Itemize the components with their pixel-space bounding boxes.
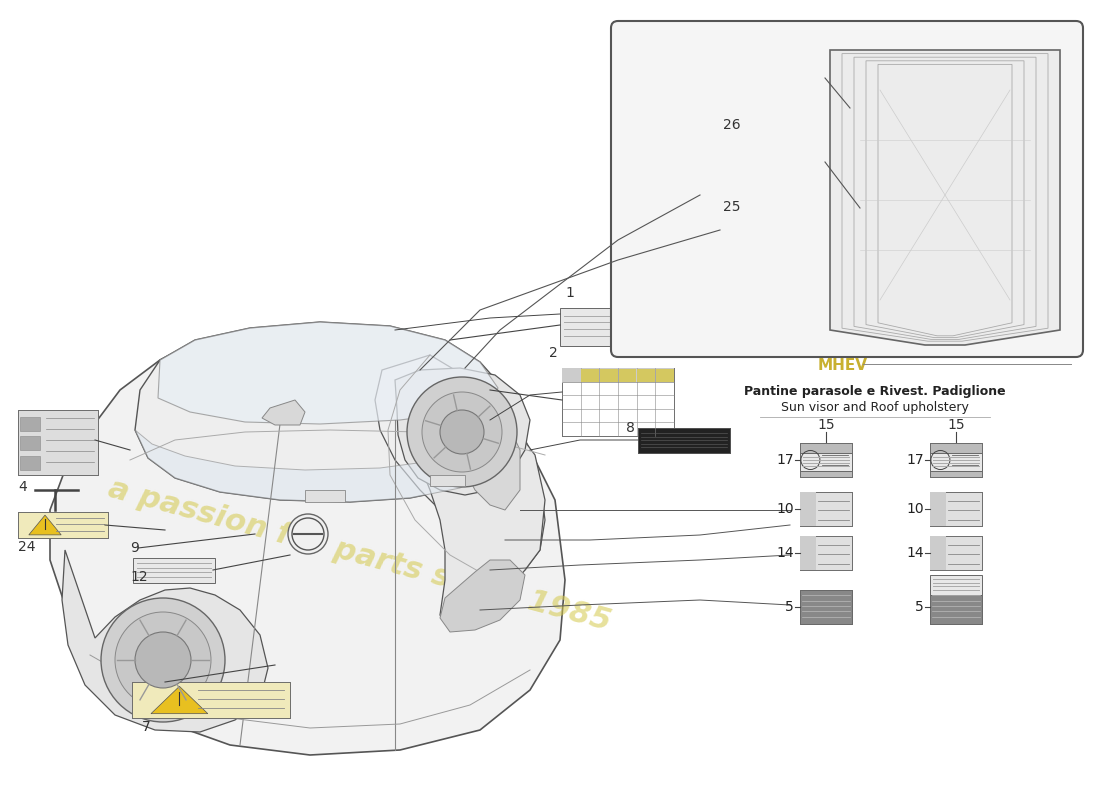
Text: 9: 9 <box>130 541 139 555</box>
Bar <box>930 492 982 526</box>
Bar <box>930 492 982 526</box>
Text: 10: 10 <box>777 502 794 516</box>
Bar <box>800 492 815 526</box>
Bar <box>562 368 674 436</box>
Bar <box>640 50 825 72</box>
Bar <box>930 536 982 570</box>
Circle shape <box>440 410 484 454</box>
Text: 7: 7 <box>142 720 151 734</box>
Polygon shape <box>151 686 208 714</box>
Text: 8: 8 <box>626 421 635 435</box>
Text: 1: 1 <box>565 286 574 300</box>
Bar <box>562 368 674 436</box>
Bar <box>640 133 825 193</box>
Bar <box>18 410 98 475</box>
Text: 14: 14 <box>777 546 794 560</box>
Polygon shape <box>458 390 520 510</box>
Bar <box>581 369 598 382</box>
Text: 5: 5 <box>785 600 794 614</box>
Bar <box>642 139 689 152</box>
Polygon shape <box>375 355 544 570</box>
Bar <box>430 475 465 486</box>
Bar <box>638 428 730 453</box>
Bar <box>562 368 674 383</box>
Polygon shape <box>158 322 498 424</box>
Bar <box>800 443 852 477</box>
Text: 25: 25 <box>724 200 740 214</box>
Circle shape <box>135 632 191 688</box>
Bar <box>800 536 852 570</box>
Circle shape <box>116 612 211 708</box>
Bar <box>133 558 214 583</box>
Polygon shape <box>62 550 268 732</box>
Bar <box>656 369 673 382</box>
Circle shape <box>407 377 517 487</box>
Text: 10: 10 <box>906 502 924 516</box>
Text: MHEV: MHEV <box>818 358 868 373</box>
Bar <box>18 512 108 538</box>
Text: 5: 5 <box>915 600 924 614</box>
Bar <box>642 175 689 188</box>
Bar <box>800 492 852 526</box>
Bar <box>640 50 825 112</box>
Bar <box>930 575 982 595</box>
Bar <box>800 453 852 471</box>
Text: 17: 17 <box>777 453 794 467</box>
Bar <box>800 443 852 477</box>
Text: 24: 24 <box>18 540 35 554</box>
Bar <box>930 492 946 526</box>
Bar <box>800 590 852 624</box>
FancyBboxPatch shape <box>610 21 1084 357</box>
Polygon shape <box>440 560 525 632</box>
Bar <box>800 590 852 624</box>
Text: 15: 15 <box>947 418 965 432</box>
Polygon shape <box>50 328 565 755</box>
Bar <box>930 536 982 570</box>
Bar <box>800 492 852 526</box>
Bar <box>930 443 982 477</box>
Bar <box>618 369 636 382</box>
Text: 26: 26 <box>723 118 740 132</box>
Polygon shape <box>830 50 1060 345</box>
Bar <box>800 536 815 570</box>
Bar <box>305 490 345 502</box>
Bar <box>18 410 98 475</box>
Bar <box>132 682 290 718</box>
Polygon shape <box>412 378 544 630</box>
Bar <box>800 536 852 570</box>
Text: Sun visor and Roof upholstery: Sun visor and Roof upholstery <box>781 401 969 414</box>
Bar <box>642 157 689 170</box>
Bar <box>930 536 946 570</box>
Polygon shape <box>29 515 62 535</box>
Bar <box>637 369 654 382</box>
Polygon shape <box>262 400 305 425</box>
Polygon shape <box>135 322 510 502</box>
Text: 17: 17 <box>906 453 924 467</box>
Bar <box>640 133 825 193</box>
Circle shape <box>422 392 502 472</box>
Bar <box>20 436 40 450</box>
Bar <box>132 682 290 718</box>
Text: 4: 4 <box>18 480 26 494</box>
Text: 12: 12 <box>130 570 147 584</box>
Text: Pantine parasole e Rivest. Padiglione: Pantine parasole e Rivest. Padiglione <box>745 385 1005 398</box>
Bar <box>600 369 617 382</box>
Bar <box>930 453 982 471</box>
Bar <box>18 512 108 538</box>
Bar <box>20 455 40 470</box>
Circle shape <box>288 514 328 554</box>
Bar <box>930 590 982 624</box>
Text: a passion for parts since 1985: a passion for parts since 1985 <box>106 474 615 636</box>
Polygon shape <box>395 368 530 495</box>
Text: 2: 2 <box>549 346 558 360</box>
Polygon shape <box>135 430 495 502</box>
Bar <box>930 443 982 477</box>
Circle shape <box>101 598 226 722</box>
Bar <box>560 308 648 346</box>
Text: 15: 15 <box>817 418 835 432</box>
Bar <box>930 590 982 624</box>
Bar <box>20 417 40 430</box>
Bar <box>638 428 730 453</box>
Text: 14: 14 <box>906 546 924 560</box>
